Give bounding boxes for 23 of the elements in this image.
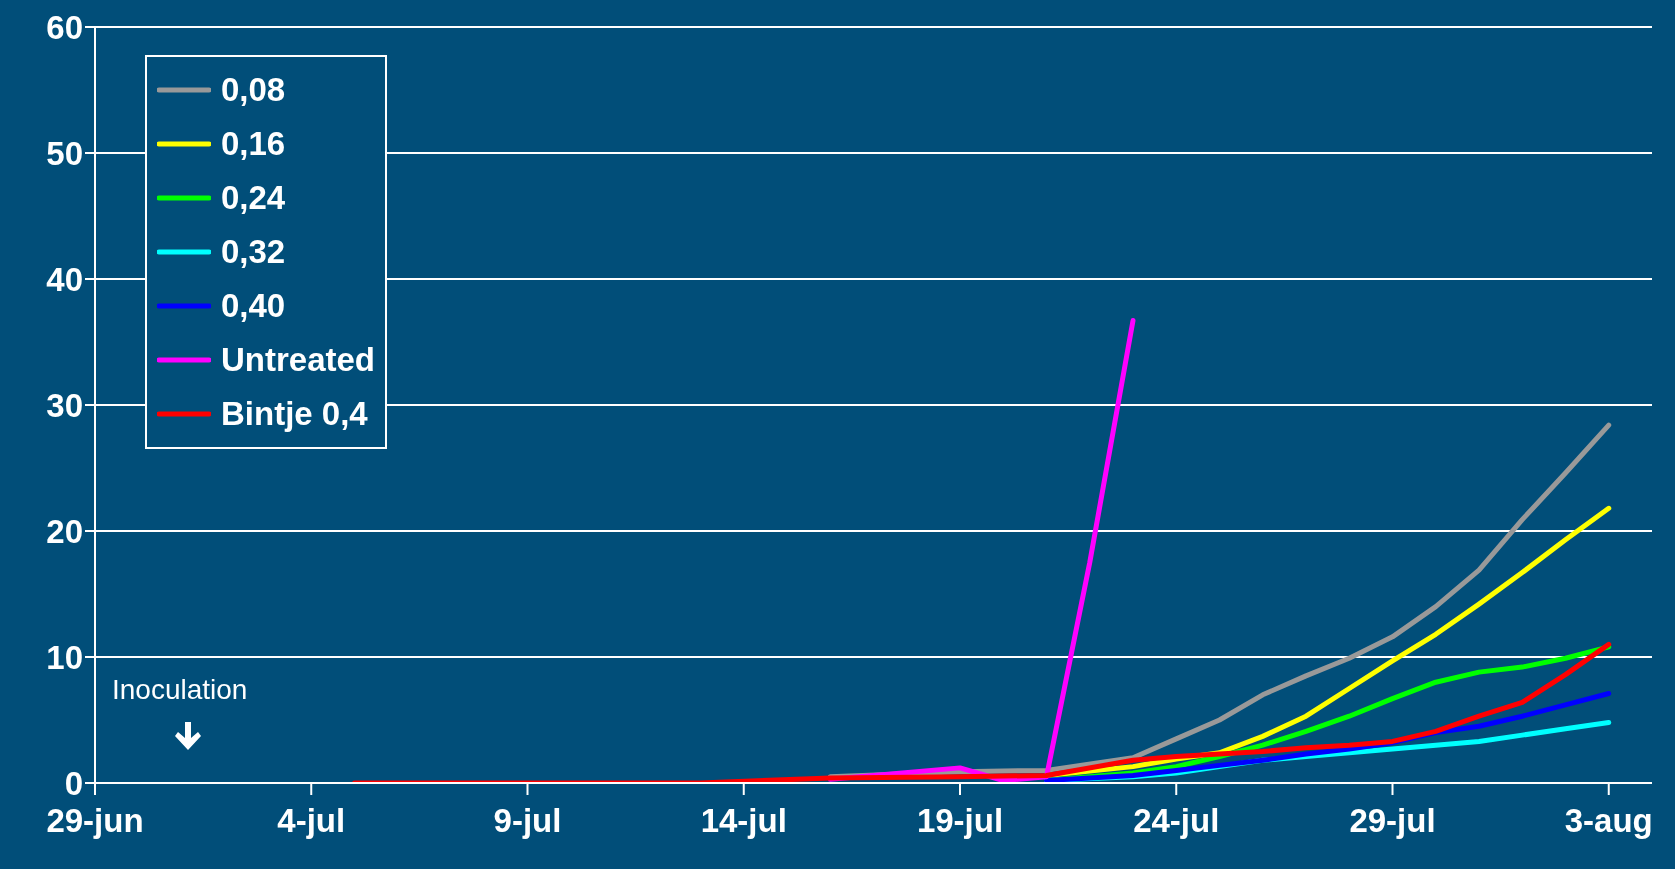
x-tick-label: 4-jul	[277, 802, 346, 840]
x-tick-label: 14-jul	[700, 802, 787, 840]
x-tick-label: 29-jul	[1349, 802, 1436, 840]
y-tick-label: 40	[46, 260, 83, 298]
legend-label: Bintje 0,4	[221, 395, 368, 433]
legend-label: 0,24	[221, 179, 286, 217]
legend-label: Untreated	[221, 341, 376, 379]
legend-label: 0,40	[221, 287, 286, 325]
y-tick-label: 50	[46, 134, 83, 172]
legend-label: 0,16	[221, 125, 286, 163]
y-tick-label: 30	[46, 386, 83, 424]
annotation: Inoculation	[112, 674, 248, 705]
legend-label: 0,32	[221, 233, 286, 271]
x-tick-label: 24-jul	[1133, 802, 1220, 840]
y-tick-label: 20	[46, 512, 83, 550]
x-tick-label: 19-jul	[916, 802, 1004, 840]
x-tick-label: 29-jun	[46, 802, 144, 840]
y-tick-label: 10	[46, 638, 83, 676]
y-tick-label: 60	[46, 8, 83, 46]
y-tick-label: 0	[64, 764, 83, 802]
x-tick-label: 3-aug	[1564, 802, 1653, 840]
legend-label: 0,08	[221, 71, 286, 109]
x-tick-label: 9-jul	[493, 802, 562, 840]
